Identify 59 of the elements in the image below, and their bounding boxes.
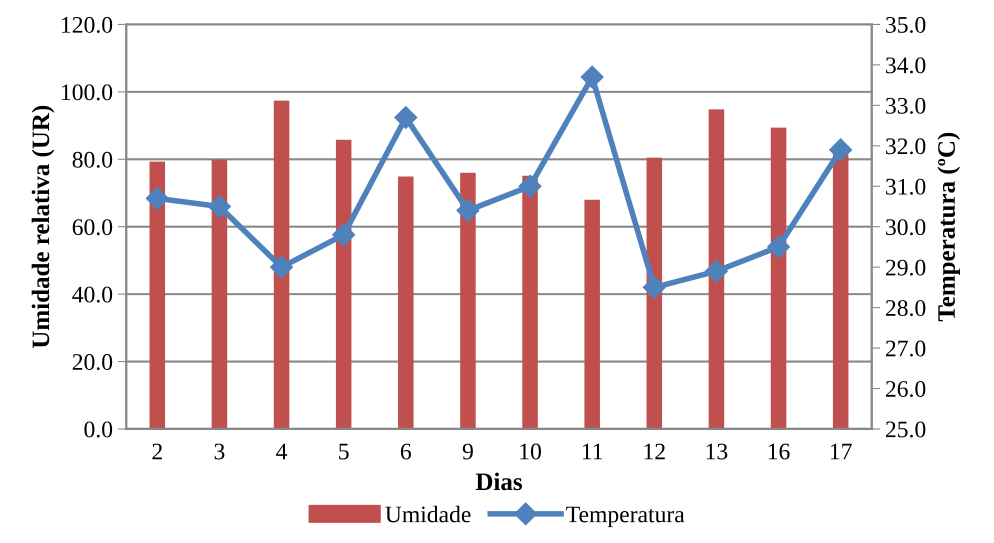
bar bbox=[832, 154, 848, 429]
legend-label: Temperatura bbox=[566, 506, 684, 528]
y2-tick-label: 29.0 bbox=[886, 260, 926, 276]
bar bbox=[584, 200, 600, 429]
point bbox=[456, 199, 480, 222]
bar bbox=[460, 172, 476, 429]
y2-tick-label: 33.0 bbox=[886, 98, 926, 114]
bar bbox=[646, 158, 662, 429]
point bbox=[518, 174, 542, 198]
point bbox=[829, 138, 852, 162]
legend-label: Umidade bbox=[385, 506, 471, 522]
y-tick-label: 0.0 bbox=[84, 421, 112, 438]
point bbox=[642, 276, 666, 299]
bar bbox=[770, 128, 786, 429]
y2-axis-title: Temperatura (ºC) bbox=[937, 132, 960, 322]
point bbox=[580, 66, 604, 89]
point bbox=[704, 260, 728, 283]
bar bbox=[398, 176, 414, 429]
bar bbox=[522, 176, 538, 429]
x-tick-label: 16 bbox=[768, 444, 790, 460]
point bbox=[146, 186, 169, 210]
bar bbox=[336, 140, 352, 429]
x-tick-label: 13 bbox=[706, 444, 728, 460]
x-tick-label: 4 bbox=[276, 444, 288, 460]
y2-tick-label: 31.0 bbox=[886, 178, 926, 195]
y2-tick-label: 26.0 bbox=[886, 381, 926, 398]
x-tick-label: 10 bbox=[520, 444, 541, 460]
y2-tick-label: 30.0 bbox=[886, 219, 926, 236]
y-tick-label: 80.0 bbox=[72, 152, 112, 168]
x-tick-label: 2 bbox=[152, 444, 162, 460]
point bbox=[767, 235, 790, 258]
y-tick-label: 20.0 bbox=[72, 354, 112, 370]
x-tick-label: 5 bbox=[339, 444, 349, 460]
x-tick-label: 3 bbox=[214, 444, 224, 460]
y-tick-label: 100.0 bbox=[62, 84, 112, 100]
x-tick-label: 9 bbox=[462, 444, 473, 460]
x-tick-label: 11 bbox=[582, 444, 602, 460]
bar bbox=[150, 162, 166, 429]
bar bbox=[274, 100, 290, 429]
y2-tick-label: 25.0 bbox=[886, 421, 926, 438]
y2-tick-label: 28.0 bbox=[886, 300, 926, 316]
y2-tick-label: 27.0 bbox=[886, 340, 926, 357]
y2-tick-label: 34.0 bbox=[886, 57, 926, 74]
y-tick-label: 120.0 bbox=[62, 16, 112, 33]
point bbox=[394, 106, 418, 129]
x-tick-label: 12 bbox=[644, 444, 665, 460]
y2-tick-label: 32.0 bbox=[886, 138, 926, 154]
x-tick-label: 17 bbox=[830, 444, 852, 460]
x-axis-title: Dias bbox=[476, 472, 522, 490]
y2-tick-label: 35.0 bbox=[886, 16, 926, 33]
point bbox=[332, 223, 356, 246]
point bbox=[270, 256, 294, 279]
point bbox=[208, 194, 231, 218]
y-tick-label: 40.0 bbox=[72, 286, 112, 303]
bar bbox=[212, 160, 228, 429]
x-tick-label: 6 bbox=[400, 444, 411, 460]
y-axis-title: Umidade relativa (UR) bbox=[32, 106, 54, 348]
bar bbox=[708, 109, 724, 429]
y-tick-label: 60.0 bbox=[72, 219, 112, 236]
